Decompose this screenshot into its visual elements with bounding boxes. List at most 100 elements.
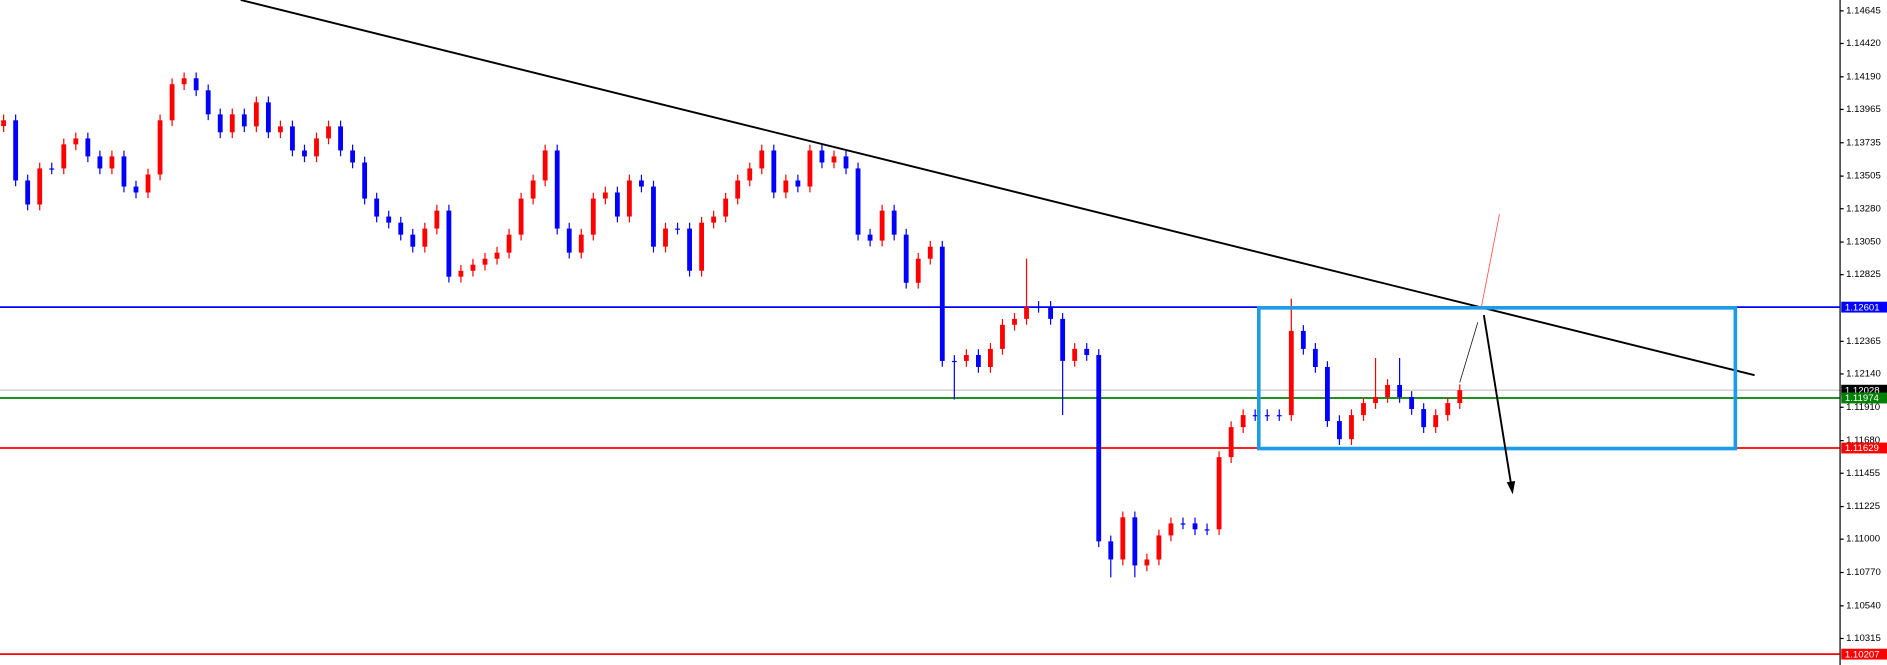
candle-body	[1024, 306, 1029, 319]
candle-body	[675, 228, 680, 230]
candle-body	[1084, 348, 1090, 355]
candle-body	[1108, 541, 1114, 560]
candle-body	[699, 222, 705, 271]
candle-body	[37, 168, 43, 205]
candle-body	[1168, 523, 1174, 536]
candle-body	[1337, 421, 1342, 440]
candle-body	[133, 186, 139, 193]
candle-body	[229, 114, 235, 133]
candle-body	[843, 156, 849, 169]
candle-body	[422, 228, 428, 247]
candle-body	[1288, 330, 1294, 416]
candle-body	[374, 198, 380, 217]
price-label-bg	[1841, 384, 1887, 396]
candle-body	[61, 144, 67, 169]
arrow-head	[1506, 481, 1516, 495]
candle-body	[939, 246, 945, 361]
candle-body	[434, 210, 440, 229]
candle-body	[1349, 415, 1354, 440]
candle-body	[807, 150, 813, 187]
candle-body	[578, 234, 584, 253]
candle-body	[963, 354, 969, 361]
candle-body	[362, 162, 368, 199]
candle-body	[1, 120, 7, 127]
candle-body	[494, 252, 500, 259]
candle-body	[639, 180, 644, 187]
candle-body	[386, 216, 392, 223]
candle-body	[651, 186, 656, 247]
y-tick-label: 1.12365	[1846, 336, 1881, 347]
projection-up	[1459, 322, 1479, 383]
candle-body	[626, 180, 632, 217]
y-tick-label: 1.12140	[1846, 369, 1881, 380]
candle-body	[903, 234, 909, 283]
candle-body	[855, 168, 861, 235]
candle-body	[97, 156, 103, 169]
candle-body	[1072, 348, 1078, 361]
y-axis: 1.14645 1.14420 1.14190 1.13965 1.13735 1.135…	[1840, 5, 1881, 644]
candle-body	[879, 210, 885, 241]
candle-body	[795, 180, 801, 187]
candle-body	[602, 192, 608, 199]
candle-body	[25, 180, 31, 205]
range-box	[1256, 306, 1738, 451]
candle-body	[783, 180, 789, 193]
candle-body	[747, 168, 753, 181]
candle-body	[1048, 306, 1054, 319]
candle-body	[927, 246, 933, 259]
candle-body	[458, 270, 464, 277]
candle-body	[410, 234, 416, 247]
candle-body	[350, 150, 356, 163]
candle-body	[915, 258, 921, 283]
projection-alt	[1481, 213, 1500, 307]
candle-body	[1156, 535, 1162, 560]
price-label-bg	[1841, 648, 1887, 660]
price-label: 1.11629	[1845, 443, 1879, 454]
candle-body	[157, 120, 163, 175]
price-label: 1.11974	[1845, 393, 1880, 404]
y-tick-label: 1.14420	[1846, 38, 1881, 49]
candle-body	[85, 138, 91, 157]
candle-body	[1324, 366, 1330, 422]
candle-body	[253, 102, 259, 127]
candle-body	[398, 222, 404, 235]
candle-body	[590, 198, 596, 235]
y-tick-label: 1.13050	[1846, 237, 1881, 248]
candle-body	[867, 234, 873, 241]
candle-body	[1385, 384, 1390, 397]
candle-body	[1012, 318, 1017, 325]
candle-body	[1060, 318, 1066, 361]
candle-body	[1000, 324, 1005, 349]
candle-body	[314, 138, 319, 157]
candle-body	[446, 210, 452, 277]
candle-body	[663, 228, 668, 247]
candle-body	[1264, 415, 1270, 417]
candle-body	[687, 228, 692, 271]
candle-body	[13, 120, 19, 181]
candle-body	[121, 156, 127, 187]
candle-body	[1096, 354, 1102, 542]
candle-body	[518, 198, 524, 235]
candle-body	[326, 126, 331, 139]
candle-body	[1144, 559, 1150, 566]
price-label: 1.12601	[1845, 302, 1880, 313]
candle-body	[988, 348, 993, 367]
candle-body	[109, 156, 115, 169]
candle-body	[542, 150, 548, 181]
candles	[1, 72, 1463, 578]
y-tick-label: 1.14645	[1846, 5, 1881, 16]
candle-body	[759, 150, 765, 169]
y-tick-label: 1.12825	[1846, 269, 1881, 280]
candle-body	[73, 138, 79, 145]
candle-body	[614, 192, 620, 217]
price-label-bg	[1841, 301, 1887, 313]
candle-body	[1216, 457, 1222, 530]
candle-body	[169, 84, 175, 121]
y-tick-label: 1.11910	[1846, 402, 1880, 413]
candle-body	[470, 264, 476, 271]
y-tick-label: 1.13280	[1846, 203, 1881, 214]
candle-body	[290, 126, 295, 151]
price-label: 1.10207	[1845, 649, 1880, 660]
